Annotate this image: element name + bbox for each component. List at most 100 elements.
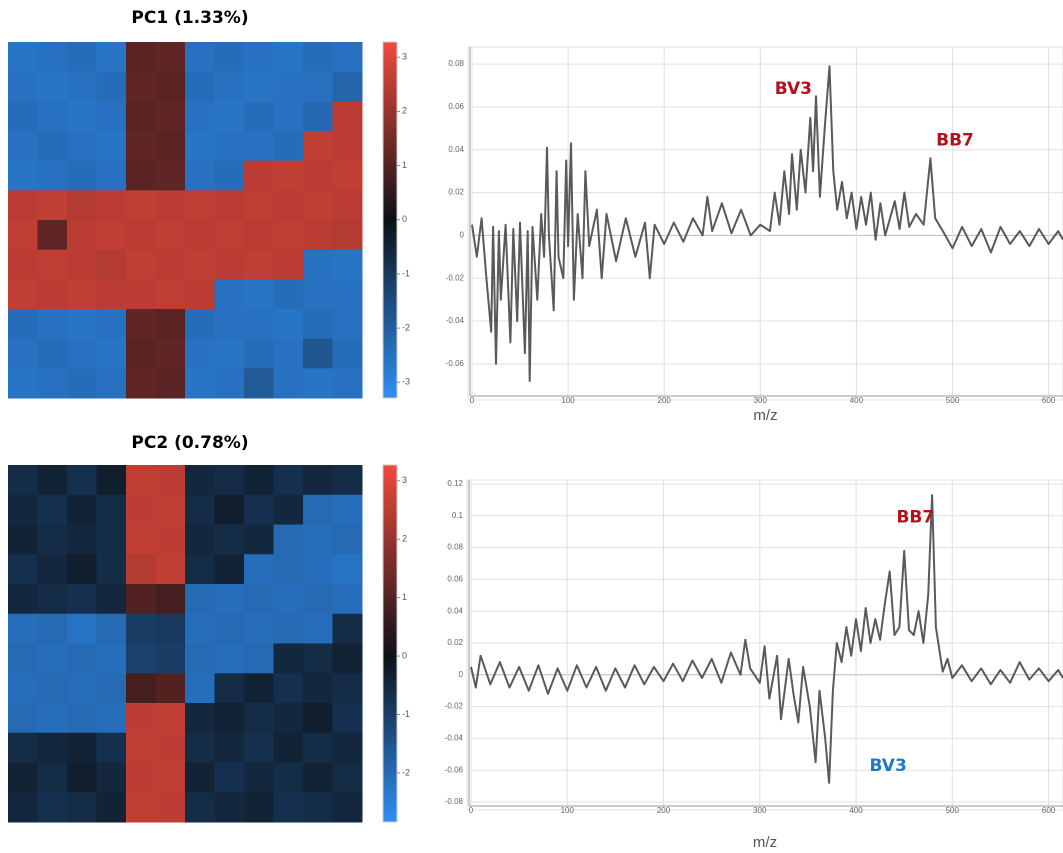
score-pixel xyxy=(8,643,38,674)
score-pixel xyxy=(155,249,186,280)
score-pixel xyxy=(126,131,156,162)
score-pixel xyxy=(37,762,68,793)
score-pixel xyxy=(67,643,97,674)
score-pixel xyxy=(37,613,68,644)
score-pixel xyxy=(96,524,127,555)
colorbar-tick-label: -1 xyxy=(402,268,410,278)
score-pixel xyxy=(303,643,333,674)
score-pixel xyxy=(332,673,363,704)
score-pixel xyxy=(244,554,274,585)
score-pixel xyxy=(185,703,215,734)
score-pixel xyxy=(332,368,363,399)
score-pixel xyxy=(126,220,156,251)
score-pixel xyxy=(96,613,127,644)
score-pixel xyxy=(126,279,156,310)
colorbar-tick-label: 3 xyxy=(402,475,407,485)
score-pixel xyxy=(214,101,245,132)
score-pixel xyxy=(185,584,215,615)
score-pixel xyxy=(67,309,97,340)
score-pixel xyxy=(214,524,245,555)
score-pixel xyxy=(8,494,38,525)
score-pixel xyxy=(126,613,156,644)
score-pixel xyxy=(214,584,245,615)
score-pixel xyxy=(8,101,38,132)
x-tick-label: 0 xyxy=(469,806,474,815)
score-pixel xyxy=(244,42,274,73)
score-pixel xyxy=(155,71,186,102)
x-axis-label: m/z xyxy=(753,834,777,851)
score-pixel xyxy=(96,71,127,102)
score-pixel xyxy=(214,338,245,369)
score-pixel xyxy=(37,309,68,340)
score-pixel xyxy=(37,524,68,555)
score-pixel xyxy=(8,703,38,734)
score-pixel xyxy=(273,42,304,73)
score-pixel xyxy=(96,338,127,369)
score-pixel xyxy=(214,792,245,823)
score-pixel xyxy=(185,792,215,823)
peak-annotation: BB7 xyxy=(936,130,974,150)
colorbar-tick-label: 1 xyxy=(402,160,407,170)
score-pixel xyxy=(303,732,333,763)
score-pixel xyxy=(273,279,304,310)
score-pixel xyxy=(332,42,363,73)
y-tick-label: -0.02 xyxy=(446,273,465,282)
score-pixel xyxy=(244,190,274,221)
score-pixel xyxy=(126,673,156,704)
score-pixel xyxy=(155,42,186,73)
score-pixel xyxy=(332,190,363,221)
score-pixel xyxy=(37,465,68,496)
peak-annotation: BV3 xyxy=(775,79,812,99)
score-pixel xyxy=(96,190,127,221)
score-pixel xyxy=(332,338,363,369)
score-pixel xyxy=(126,524,156,555)
score-pixel xyxy=(126,101,156,132)
score-pixel xyxy=(96,279,127,310)
score-pixel xyxy=(303,762,333,793)
score-pixel xyxy=(155,465,186,496)
score-pixel xyxy=(303,584,333,615)
score-pixel xyxy=(96,554,127,585)
score-pixel xyxy=(244,249,274,280)
score-pixel xyxy=(126,190,156,221)
score-pixel xyxy=(96,160,127,191)
score-pixel xyxy=(8,613,38,644)
score-pixel xyxy=(303,220,333,251)
score-pixel xyxy=(303,703,333,734)
score-pixel xyxy=(303,249,333,280)
score-pixel xyxy=(303,792,333,823)
score-pixel xyxy=(303,309,333,340)
score-pixel xyxy=(244,338,274,369)
x-tick-label: 100 xyxy=(561,396,575,405)
score-pixel xyxy=(126,71,156,102)
score-pixel xyxy=(273,465,304,496)
score-pixel xyxy=(273,309,304,340)
x-tick-label: 400 xyxy=(849,806,863,815)
score-pixel xyxy=(214,160,245,191)
score-pixel xyxy=(185,368,215,399)
score-pixel xyxy=(332,494,363,525)
y-tick-label: -0.04 xyxy=(445,734,464,743)
colorbar-tick-label: -2 xyxy=(402,767,410,777)
score-pixel xyxy=(303,613,333,644)
score-pixel xyxy=(67,160,97,191)
score-pixel xyxy=(273,131,304,162)
panel-title: PC2 (0.78%) xyxy=(131,433,248,453)
score-pixel xyxy=(244,279,274,310)
score-pixel xyxy=(244,673,274,704)
peak-annotation: BV3 xyxy=(870,756,907,776)
score-pixel xyxy=(96,368,127,399)
score-pixel xyxy=(67,71,97,102)
score-pixel xyxy=(332,554,363,585)
score-pixel xyxy=(244,613,274,644)
score-pixel xyxy=(214,131,245,162)
score-pixel xyxy=(37,554,68,585)
score-pixel xyxy=(185,101,215,132)
score-pixel xyxy=(273,792,304,823)
y-tick-label: 0 xyxy=(459,670,464,679)
score-pixel xyxy=(244,101,274,132)
score-pixel xyxy=(126,160,156,191)
score-pixel xyxy=(332,732,363,763)
colorbar xyxy=(382,41,398,399)
score-pixel xyxy=(155,673,186,704)
